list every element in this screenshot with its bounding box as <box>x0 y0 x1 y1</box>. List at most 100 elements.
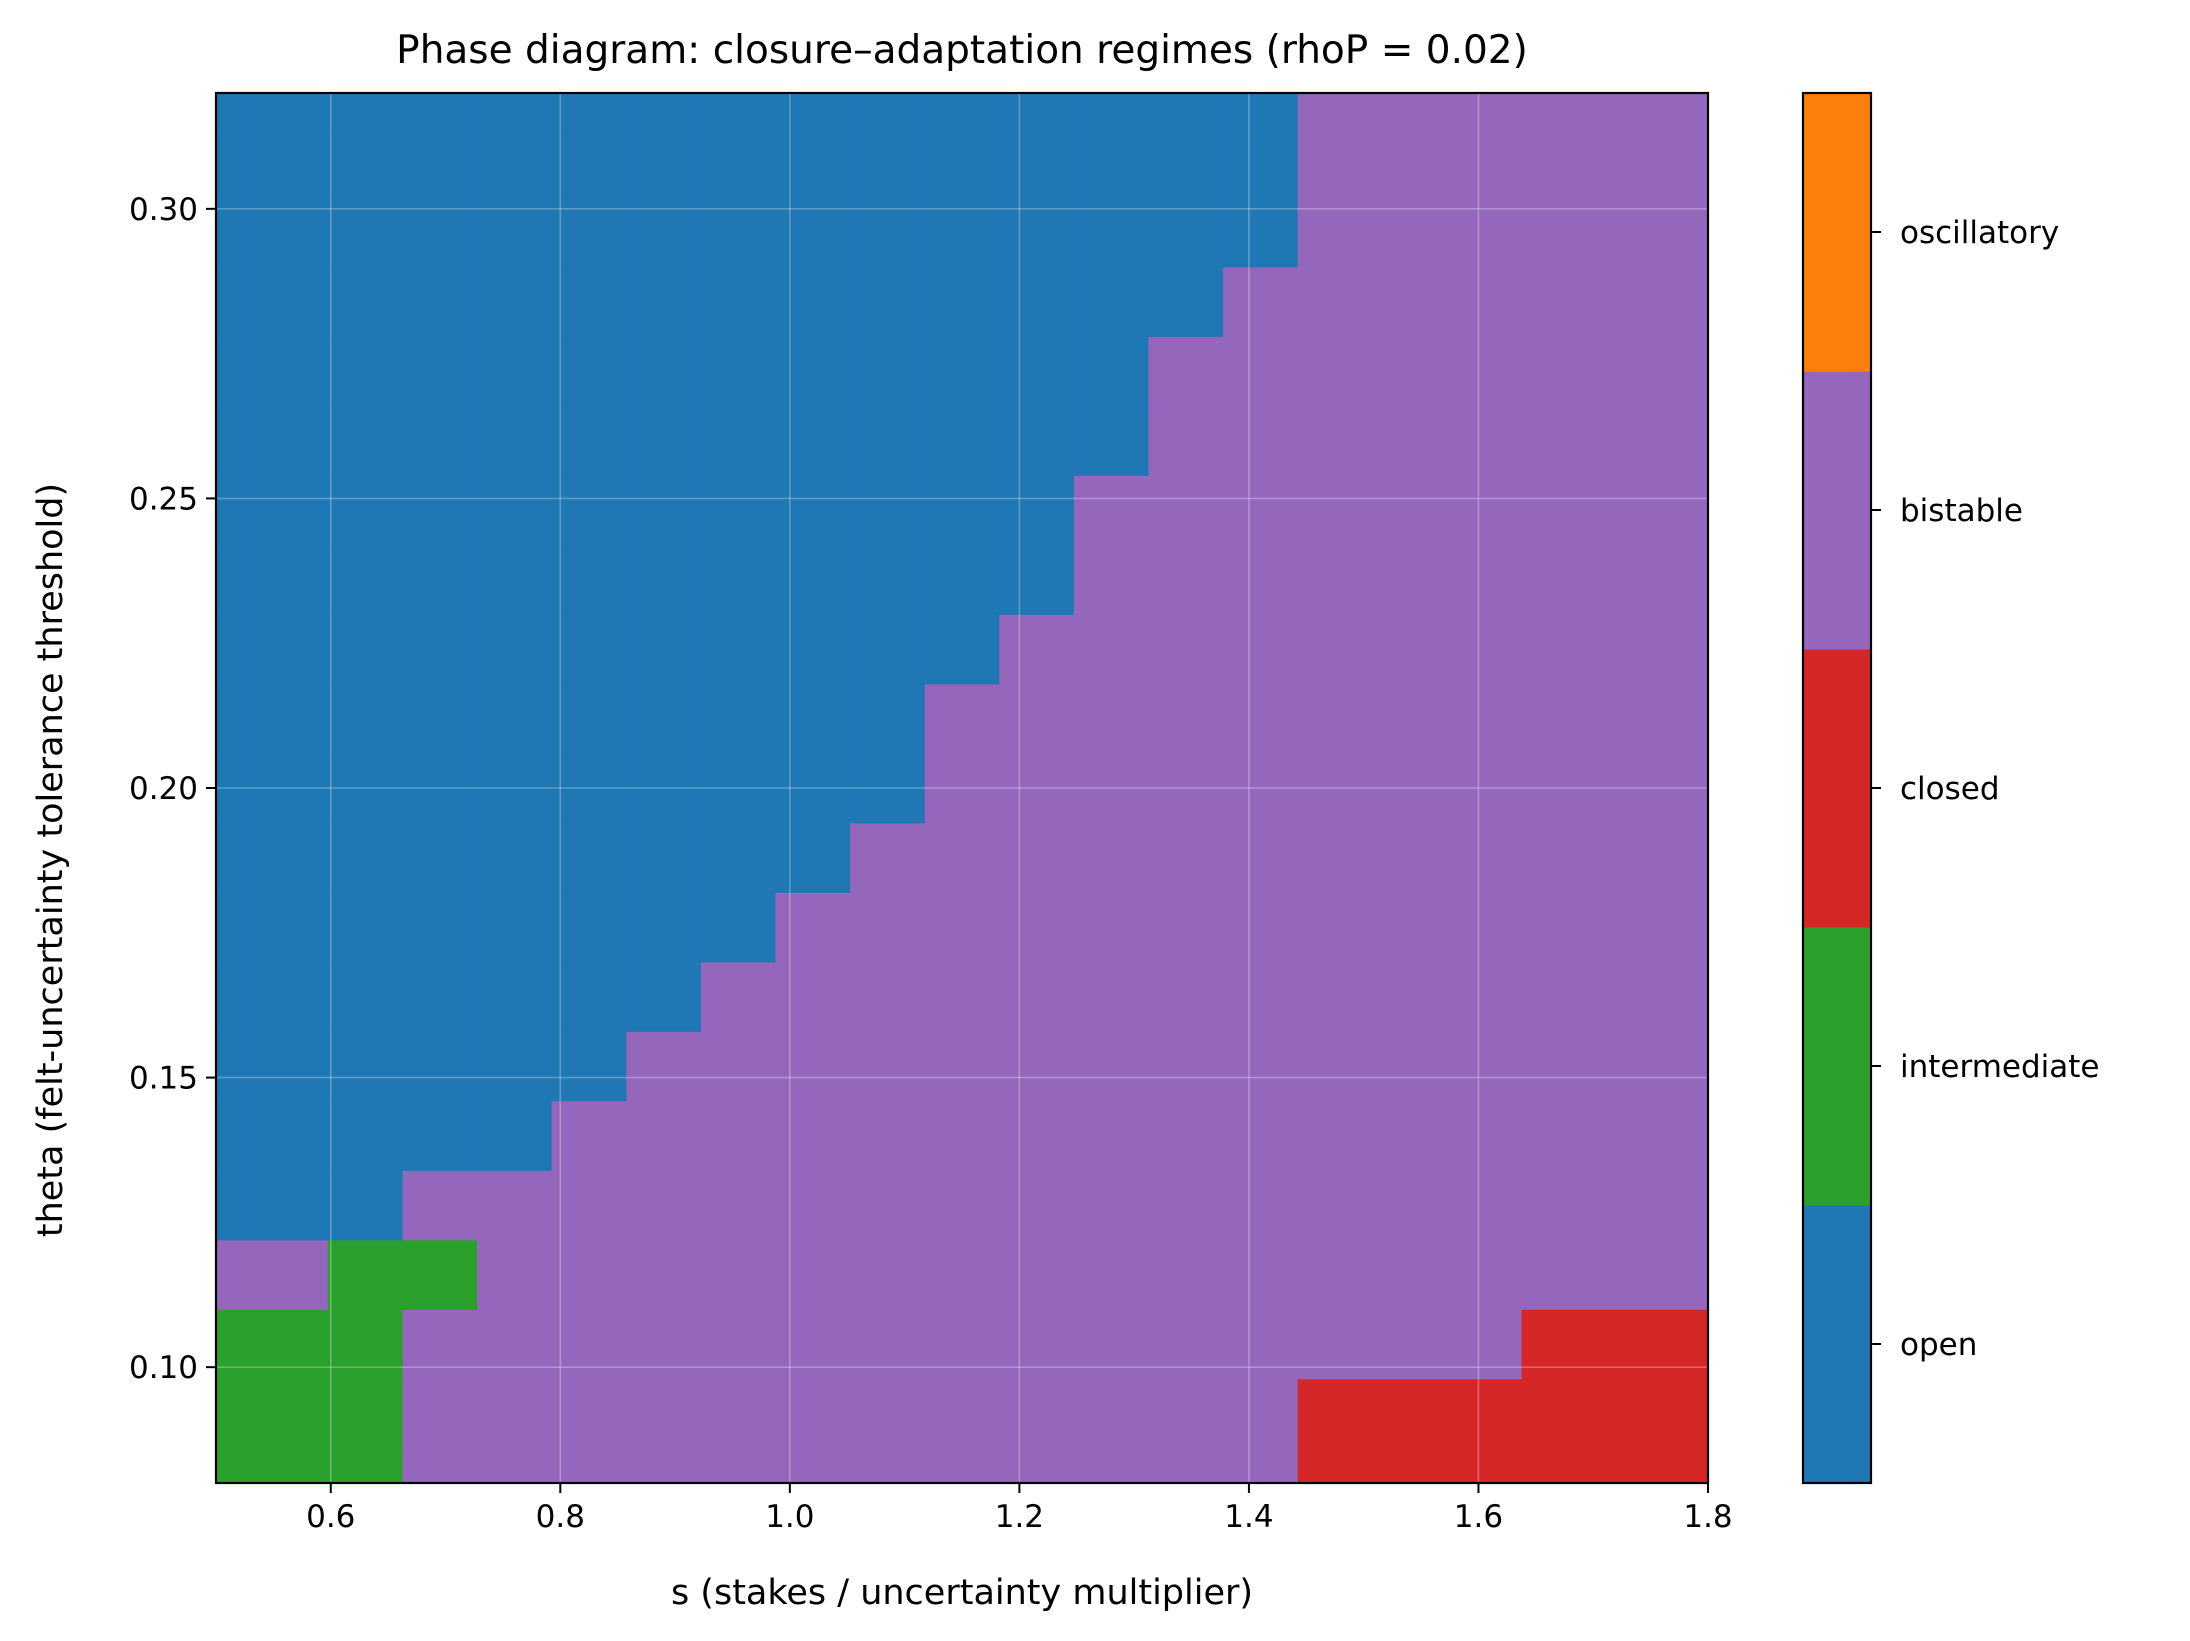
heatmap-cell <box>700 405 777 476</box>
heatmap-cell <box>1596 1448 1672 1484</box>
heatmap-cell <box>402 475 478 546</box>
heatmap-cell <box>216 822 254 893</box>
heatmap-cell <box>1223 892 1299 963</box>
heatmap-cell <box>1596 614 1672 685</box>
heatmap-cell <box>850 336 926 407</box>
heatmap-cell <box>924 1239 1000 1310</box>
heatmap-cell <box>1297 1031 1373 1102</box>
heatmap-cell <box>1223 822 1299 893</box>
heatmap-cell <box>551 822 627 893</box>
colorbar-tick-label: open <box>1900 1327 1977 1363</box>
heatmap-cell <box>1297 683 1373 754</box>
heatmap-cell <box>850 93 926 129</box>
heatmap-cell <box>253 266 329 337</box>
heatmap-cell <box>1297 614 1373 685</box>
colorbar-segment <box>1803 1205 1871 1484</box>
heatmap-cell <box>1670 892 1709 963</box>
heatmap-cell <box>216 1309 254 1380</box>
heatmap-cell <box>1223 1378 1299 1449</box>
heatmap-cell <box>551 1309 627 1380</box>
heatmap-cell <box>626 197 702 268</box>
chart-title: Phase diagram: closure–adaptation regime… <box>396 28 1528 73</box>
heatmap-cell <box>1297 544 1373 615</box>
heatmap-cell <box>700 1448 777 1484</box>
heatmap-cell <box>850 475 926 546</box>
heatmap-cell <box>775 266 851 337</box>
heatmap-cell <box>477 822 553 893</box>
heatmap-cell <box>1073 266 1150 337</box>
heatmap-cell <box>1223 1448 1299 1484</box>
heatmap-cell <box>1297 336 1373 407</box>
heatmap-cell <box>850 614 926 685</box>
heatmap-cell <box>626 1378 702 1449</box>
heatmap-cell <box>924 93 1000 129</box>
heatmap-cell <box>626 336 702 407</box>
heatmap-cell <box>999 892 1075 963</box>
heatmap-cell <box>1073 197 1150 268</box>
heatmap-cell <box>402 93 478 129</box>
heatmap-cell <box>1521 1239 1597 1310</box>
heatmap-cell <box>1073 475 1150 546</box>
heatmap-cell <box>1446 892 1523 963</box>
heatmap-cell <box>1372 266 1448 337</box>
heatmap-cell <box>1446 753 1523 824</box>
heatmap-cell <box>924 336 1000 407</box>
heatmap-cell <box>327 753 404 824</box>
heatmap-cell <box>1223 93 1299 129</box>
heatmap-cell <box>1596 127 1672 198</box>
heatmap-cell <box>1670 544 1709 615</box>
heatmap-cell <box>924 1378 1000 1449</box>
heatmap-cell <box>1670 93 1709 129</box>
heatmap-cell <box>1073 683 1150 754</box>
heatmap-cell <box>1148 1100 1224 1171</box>
heatmap-cell <box>999 683 1075 754</box>
heatmap-cell <box>327 266 404 337</box>
heatmap-cell <box>551 1378 627 1449</box>
heatmap-cell <box>1073 1378 1150 1449</box>
heatmap-cell <box>402 614 478 685</box>
heatmap-cell <box>1073 1100 1150 1171</box>
heatmap-cell <box>1223 1239 1299 1310</box>
heatmap-cell <box>1596 892 1672 963</box>
heatmap-cell <box>1148 197 1224 268</box>
heatmap-cell <box>850 197 926 268</box>
heatmap-cell <box>477 614 553 685</box>
heatmap-cell <box>1148 683 1224 754</box>
heatmap-cell <box>216 197 254 268</box>
heatmap-cell <box>850 1309 926 1380</box>
heatmap-cell <box>1372 1170 1448 1241</box>
heatmap-cell <box>1073 1309 1150 1380</box>
heatmap-cell <box>551 197 627 268</box>
heatmap-cell <box>216 1378 254 1449</box>
heatmap-cell <box>1446 197 1523 268</box>
heatmap-cell <box>402 266 478 337</box>
heatmap-cell <box>1670 197 1709 268</box>
heatmap-cell <box>1073 753 1150 824</box>
heatmap-cell <box>850 405 926 476</box>
colorbar-tick-label: oscillatory <box>1900 215 2059 251</box>
heatmap-cell <box>700 266 777 337</box>
heatmap-cell <box>253 753 329 824</box>
heatmap-cell <box>1372 822 1448 893</box>
heatmap-cell <box>327 614 404 685</box>
heatmap-cell <box>477 544 553 615</box>
heatmap-cell <box>1670 127 1709 198</box>
heatmap-cell <box>1372 892 1448 963</box>
heatmap-cell <box>775 1309 851 1380</box>
heatmap-cell <box>850 544 926 615</box>
heatmap-cell <box>1372 93 1448 129</box>
heatmap-cell <box>216 266 254 337</box>
heatmap-cell <box>1670 614 1709 685</box>
heatmap-cell <box>477 336 553 407</box>
heatmap-cell <box>700 753 777 824</box>
heatmap-cell <box>216 961 254 1032</box>
heatmap-cell <box>477 266 553 337</box>
heatmap-cell <box>1446 1378 1523 1449</box>
heatmap-cell <box>1372 1100 1448 1171</box>
heatmap-cell <box>216 1100 254 1171</box>
heatmap-cell <box>477 683 553 754</box>
heatmap-cell <box>700 336 777 407</box>
heatmap-cell <box>924 892 1000 963</box>
heatmap-cell <box>1596 336 1672 407</box>
heatmap-cell <box>1446 1100 1523 1171</box>
